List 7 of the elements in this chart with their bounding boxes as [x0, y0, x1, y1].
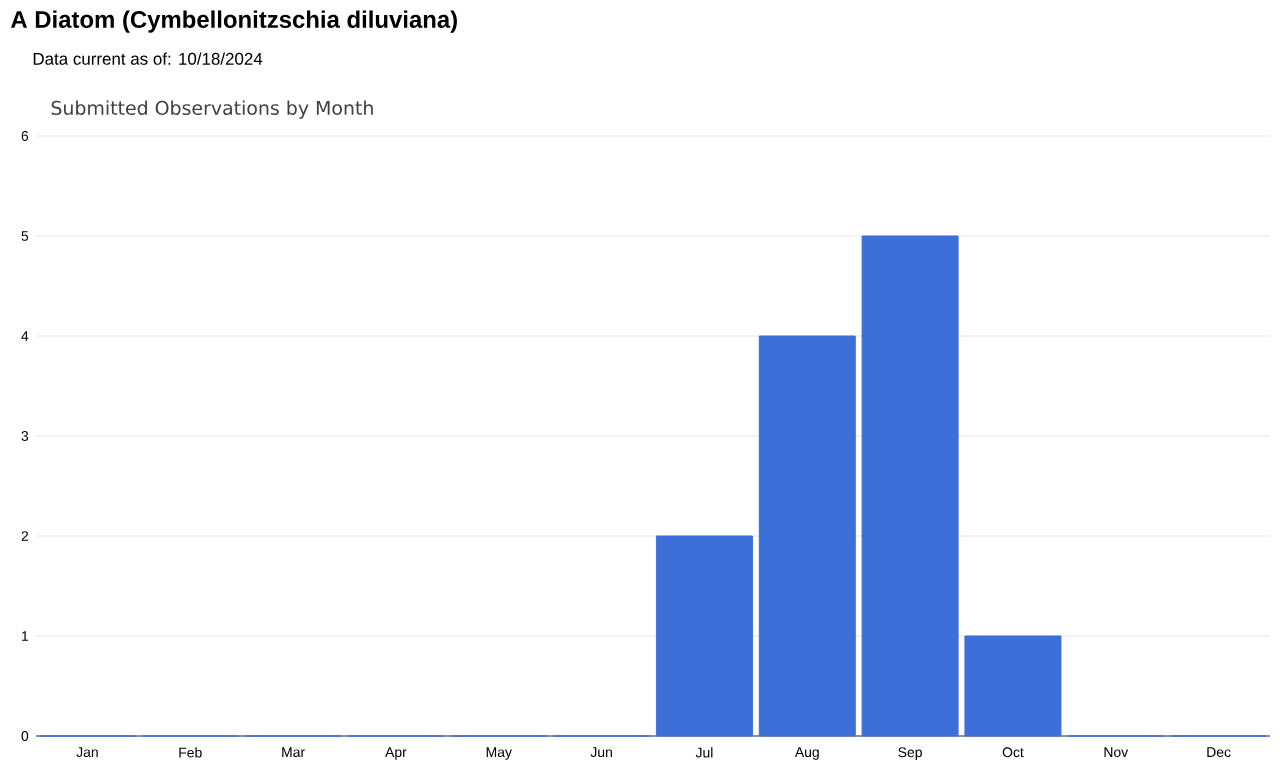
chart-title: A Diatom (Cymbellonitzschia diluviana): [11, 10, 457, 33]
bar: [861, 235, 959, 737]
bar: [655, 535, 753, 737]
text: Submitted Observations by Month: [51, 100, 373, 119]
bar: [964, 635, 1062, 737]
chart-subtitle: Data current as of: 10/18/2024: [33, 52, 263, 65]
bar: [758, 335, 856, 737]
